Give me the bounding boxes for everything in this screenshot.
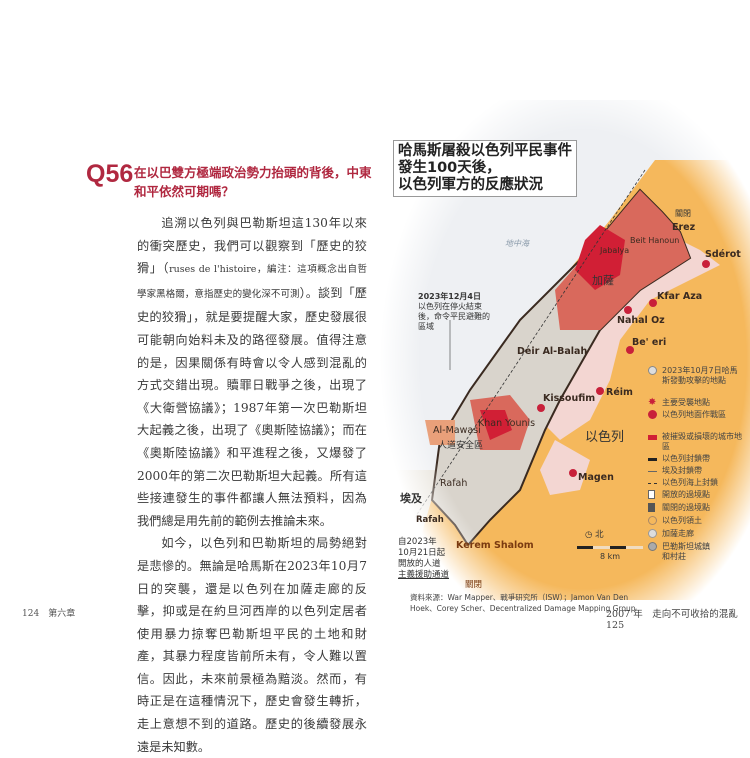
thin-line-icon [648,471,657,472]
legend-item: 關閉的過境點 [648,503,710,513]
annotation-text: 以色列在停火結束後，命令平民避難的區域 [418,302,490,331]
israel-territory-icon [648,516,657,525]
label-rafah-crossing: Rafah [416,515,444,525]
label-closed-kerem: 關閉 [465,580,483,590]
legend-label: 以色列領土 [662,516,702,525]
legend-label: 2023年10月7日哈馬斯發動攻擊的地點 [662,366,738,385]
map-title: 哈馬斯屠殺以色列平民事件 發生100天後， 以色列軍方的反應狀況 [393,140,577,197]
page-number: 125 [606,620,625,631]
legend-item: 開放的過境點 [648,490,710,500]
annotation-rafah-corridor: 自2023年 10月21日起 開放的人道 主義援助通道 [398,537,449,581]
destroyed-area-icon [648,435,657,440]
paragraph-text: ）。談到「歷史的狡猾」，就是要提醒大家，歷史發展很可能朝向始料未及的路徑發展。值… [137,285,367,528]
legend-item: 以色列封鎖帶 [648,454,710,464]
legend-label: 以色列海上封鎖 [662,478,718,487]
label-al-mawasi: Al-Mawasi [433,425,481,436]
star-icon [626,346,634,354]
annotation-date: 2023年12月4日 [418,292,481,301]
label-north: 北 [595,530,604,540]
annotation-line: 自2023年 [398,537,437,547]
legend-item: 加薩走廊 [648,529,694,539]
annotation-dec-4: 2023年12月4日 以色列在停火結束後，命令平民避難的區域 [418,292,494,332]
label-beit-hanoun: Beit Hanoun [630,236,680,245]
scale-bar [577,546,643,549]
running-head: 2007 年 走向不可收拾的混亂 [606,609,738,620]
map-title-line: 發生100天後， [398,160,501,176]
label-egypt: 埃及 [400,492,422,505]
scale-label: 8 km [600,552,621,561]
paragraph-text: 追溯以色列與巴勒斯坦這130年以來的衝突歷史，我們可以觀察到「歷史的狡猾」（ [137,216,367,276]
ground-operation-icon [648,410,657,419]
label-kissoufim: Kissoufim [543,393,596,404]
label-nahal-oz: Nahal Oz [617,315,665,326]
legend-item: 巴勒斯坦城鎮和村莊 [648,542,717,562]
star-icon: ✸ [648,397,657,408]
label-erez: Erez [672,222,696,233]
closed-crossing-icon [648,503,655,512]
legend-item: ✸ 主要受襲地點 [648,398,710,408]
annotation-line: 主義援助通道 [398,570,450,580]
legend-label: 加薩走廊 [662,529,694,538]
north-arrow-icon: ◷ [585,530,593,540]
north-indicator: ◷ 北 [585,528,604,540]
label-beeri: Be' eri [632,337,667,348]
legend-label: 主要受襲地點 [662,398,710,407]
paragraph: 追溯以色列與巴勒斯坦這130年以來的衝突歷史，我們可以觀察到「歷史的狡猾」（ru… [137,212,367,532]
right-footer: 2007 年 走向不可收拾的混亂 125 [606,606,750,631]
label-safe-zone: 人道安全區 [438,441,484,451]
legend-item: 以色列領土 [648,516,702,526]
open-crossing-icon [648,490,655,499]
question-number: Q56 [86,160,134,188]
dashed-line-icon [648,483,657,484]
label-deir-al-balah: Deir Al-Balah [517,346,588,357]
source-note: 資料來源：War Mapper、戰爭研究所（ISW）；Jamon Van Den… [410,593,636,613]
attack-stars [537,260,710,477]
annotation-line: 開放的人道 [398,559,441,569]
question-title: 在以巴雙方極端政治勢力抬頭的背後，中東和平依然可期嗎？ [134,165,372,199]
legend-item: 以色列地面作戰區 [648,410,732,420]
legend-item: 以色列海上封鎖 [648,478,718,488]
star-icon [569,469,577,477]
legend-label: 巴勒斯坦城鎮和村莊 [662,542,710,561]
label-sderot: Sdérot [705,249,741,260]
label-khan-younis: Khan Younis [478,418,536,429]
label-reim: Réim [606,387,633,398]
left-footer: 124 第六章 [22,606,75,619]
map-title-line: 哈馬斯屠殺以色列平民事件 [398,143,572,159]
page-number: 124 [22,609,40,619]
editor-note: ruses de l'histoire，編注：這項概念出自哲學家黑格爾，意指歷史… [137,264,367,300]
label-jabalya: Jabalya [600,246,630,255]
star-icon [537,404,545,412]
chapter-label: 第六章 [48,609,76,619]
attack-site-icon [648,366,657,375]
label-rafah-city: Rafah [440,478,468,489]
label-closed-erez: 關閉 [675,209,691,218]
legend-label: 埃及封鎖帶 [662,466,702,475]
star-icon [596,387,604,395]
body-text: 追溯以色列與巴勒斯坦這130年以來的衝突歷史，我們可以觀察到「歷史的狡猾」（ru… [137,212,367,758]
label-gaza: 加薩 [592,274,614,287]
gaza-strip-icon [648,529,657,538]
star-icon [624,306,632,314]
legend-label: 以色列封鎖帶 [662,454,710,463]
star-icon [649,299,657,307]
label-sea: 地中海 [505,239,529,248]
label-kerem-shalom: Kerem Shalom [456,540,534,551]
annotation-line: 10月21日起 [398,548,446,558]
legend-label: 關閉的過境點 [662,503,710,512]
legend-label: 被摧毀或損壞的城市地區 [662,432,742,451]
label-magen: Magen [578,472,614,483]
thick-line-icon [648,458,657,461]
label-israel: 以色列 [585,430,625,445]
legend-item: 埃及封鎖帶 [648,466,702,476]
label-kfar-aza: Kfar Aza [657,291,703,302]
legend-item: 2023年10月7日哈馬斯發動攻擊的地點 [648,366,742,386]
legend-label: 開放的過境點 [662,490,710,499]
map-title-line: 以色列軍方的反應狀況 [398,177,543,193]
legend-item: 被摧毀或損壞的城市地區 [648,432,742,452]
legend-label: 以色列地面作戰區 [662,410,726,419]
palestinian-towns-icon [648,542,657,551]
star-icon [702,260,710,268]
